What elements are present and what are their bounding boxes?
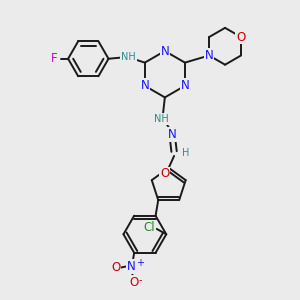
Text: H: H: [182, 148, 189, 158]
Text: -: -: [139, 275, 142, 285]
Text: F: F: [51, 52, 58, 65]
Text: O: O: [129, 276, 138, 289]
Text: N: N: [140, 79, 149, 92]
Text: N: N: [160, 44, 169, 58]
Text: O: O: [160, 167, 169, 181]
Text: N: N: [168, 128, 177, 141]
Text: O: O: [236, 31, 246, 44]
Text: N: N: [181, 79, 189, 92]
Text: NH: NH: [154, 114, 169, 124]
Text: O: O: [111, 261, 120, 274]
Text: NH: NH: [121, 52, 136, 62]
Text: Cl: Cl: [144, 221, 155, 234]
Text: N: N: [205, 49, 214, 62]
Text: +: +: [136, 258, 144, 268]
Text: N: N: [127, 260, 136, 273]
